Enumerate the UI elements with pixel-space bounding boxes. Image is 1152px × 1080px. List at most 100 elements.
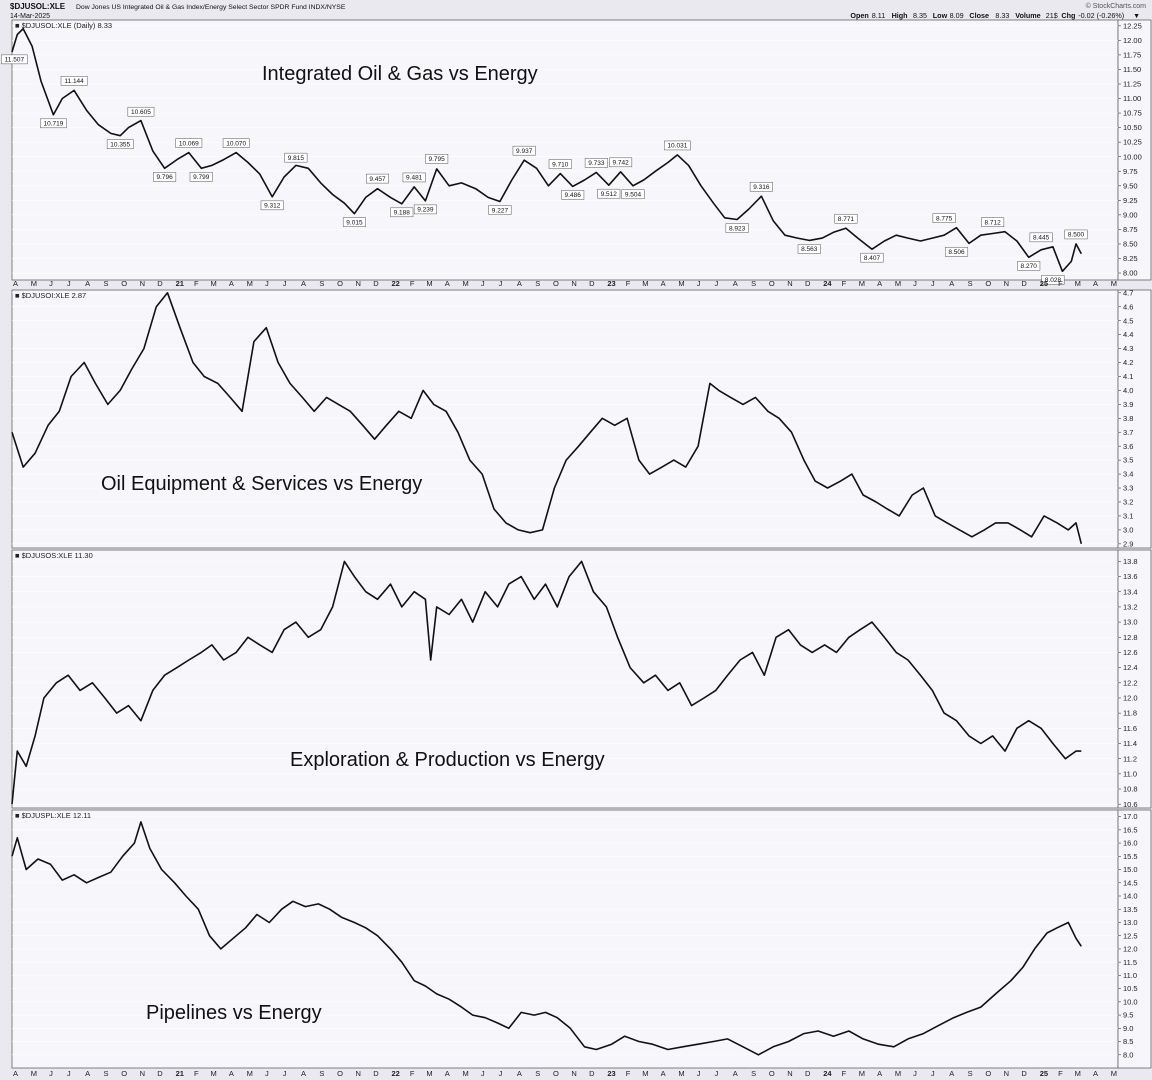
stat-label: Chg — [1061, 11, 1075, 20]
x-tick-label: M — [859, 279, 865, 288]
price-annotation-label: 8.407 — [864, 255, 881, 262]
x-tick-label: M — [31, 1069, 37, 1078]
y-tick-label: 11.8 — [1123, 709, 1137, 718]
x-tick-label: M — [462, 279, 468, 288]
price-annotation-box — [127, 106, 155, 117]
change-arrow-icon: ▼ — [1133, 13, 1140, 20]
price-annotation-box — [425, 154, 449, 164]
y-tick-label: 16.0 — [1123, 839, 1138, 848]
x-tick-label: J — [49, 279, 53, 288]
price-annotation-box — [60, 76, 88, 86]
x-tick-label: M — [859, 1069, 865, 1078]
price-annotation-label: 9.481 — [406, 175, 423, 182]
price-annotation-box — [40, 118, 67, 129]
x-tick-label: O — [121, 1069, 127, 1078]
x-tick-label: M — [211, 1069, 217, 1078]
chart-panels: 8.00 8.25 8.50 8.75 9.00 9.25 9.50 9.75 10.00 10.… — [1, 19, 1152, 1069]
x-tick-label: A — [13, 279, 18, 288]
x-tick-label: D — [589, 1069, 595, 1078]
x-tick-label: F — [194, 279, 199, 288]
price-annotation-label: 8.923 — [729, 225, 746, 232]
price-annotation-label: 8.775 — [936, 215, 953, 222]
y-tick-label: 11.5 — [1123, 958, 1137, 967]
y-tick-label: 12.00 — [1123, 36, 1142, 45]
y-tick-label: 12.0 — [1123, 694, 1138, 703]
plot-area — [11, 19, 1119, 281]
price-annotation-label: 9.486 — [565, 192, 582, 199]
price-annotation-label: 9.015 — [346, 219, 363, 226]
x-tick-label: O — [553, 1069, 559, 1078]
y-tick-label: 13.2 — [1123, 603, 1138, 612]
x-tick-label: M — [1111, 279, 1117, 288]
x-tick-label: M — [1075, 1069, 1081, 1078]
y-axis-area — [1117, 809, 1152, 1069]
stat-value: 21$ — [1046, 11, 1058, 20]
x-tick-label: N — [355, 279, 360, 288]
price-annotation-box — [1029, 232, 1053, 243]
y-tick-label: 11.50 — [1123, 65, 1141, 74]
y-tick-label: 4.5 — [1123, 316, 1133, 325]
price-annotation-label: 9.239 — [417, 207, 434, 214]
y-tick-label: 9.00 — [1123, 210, 1138, 219]
price-annotation-label: 9.188 — [394, 210, 411, 217]
price-annotation-label: 9.457 — [369, 176, 386, 183]
x-tick-label: M — [895, 1069, 901, 1078]
x-tick-label: S — [751, 1069, 756, 1078]
plot-area — [11, 289, 1119, 549]
x-tick-label: F — [842, 1069, 847, 1078]
price-annotation-label: 9.227 — [492, 207, 509, 214]
x-tick-label: 25 — [1040, 1069, 1048, 1078]
y-tick-label: 3.6 — [1123, 442, 1133, 451]
x-tick-label: J — [265, 279, 269, 288]
price-annotation-box — [609, 157, 633, 168]
x-tick-label: A — [229, 279, 234, 288]
x-tick-label: F — [410, 1069, 415, 1078]
price-annotation-box — [366, 173, 390, 184]
x-tick-label: A — [661, 1069, 666, 1078]
x-tick-label: S — [751, 279, 756, 288]
price-annotation-label: 9.815 — [288, 155, 305, 162]
price-annotation-box — [749, 181, 773, 192]
x-tick-label: A — [1093, 279, 1098, 288]
price-annotation-label: 8.028 — [1045, 277, 1062, 284]
x-tick-label: A — [877, 279, 882, 288]
price-annotation-label: 9.512 — [601, 191, 618, 198]
x-tick-label: M — [462, 1069, 468, 1078]
x-tick-label: M — [426, 279, 432, 288]
price-annotation-label: 10.070 — [226, 140, 246, 147]
y-tick-label: 10.50 — [1123, 123, 1142, 132]
x-tick-label: M — [678, 1069, 684, 1078]
x-tick-label: J — [499, 1069, 503, 1078]
y-tick-label: 15.0 — [1123, 865, 1138, 874]
x-tick-label: A — [949, 1069, 954, 1078]
panel-title: Pipelines vs Energy — [146, 1002, 322, 1024]
price-annotation-box — [548, 159, 572, 169]
y-tick-label: 12.8 — [1123, 633, 1138, 642]
x-tick-label: M — [211, 279, 217, 288]
x-tick-label: S — [319, 279, 324, 288]
y-tick-label: 9.50 — [1123, 181, 1138, 190]
stat-value: 8.11 — [872, 11, 885, 20]
x-tick-label: 23 — [607, 1069, 615, 1078]
price-annotation-label: 10.719 — [43, 121, 63, 128]
price-annotation-label: 10.069 — [179, 140, 199, 147]
y-tick-label: 11.4 — [1123, 739, 1137, 748]
price-annotation-label: 9.937 — [516, 148, 533, 155]
price-annotation-label: 8.771 — [838, 216, 855, 223]
y-tick-label: 8.75 — [1123, 225, 1138, 234]
y-tick-label: 11.0 — [1123, 769, 1137, 778]
stat-label: Volume — [1015, 11, 1040, 20]
x-tick-label: O — [769, 279, 775, 288]
x-tick-label: M — [642, 279, 648, 288]
stat-value: 8.09 — [950, 11, 964, 20]
x-tick-label: S — [535, 279, 540, 288]
x-tick-label: J — [714, 279, 718, 288]
plot-area — [11, 549, 1119, 809]
x-tick-label: O — [553, 279, 559, 288]
y-tick-label: 9.75 — [1123, 167, 1138, 176]
x-tick-label: S — [535, 1069, 540, 1078]
price-annotation-label: 9.796 — [156, 174, 173, 181]
series-line — [11, 560, 1082, 805]
x-tick-label: M — [247, 1069, 253, 1078]
